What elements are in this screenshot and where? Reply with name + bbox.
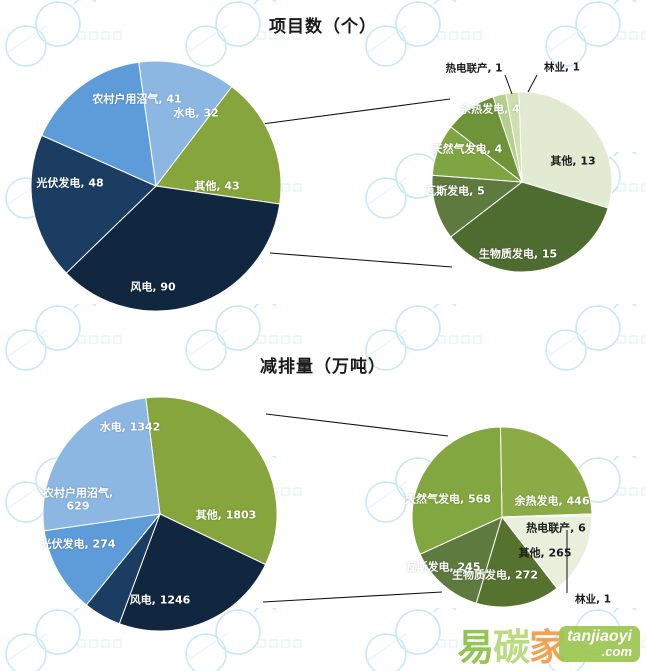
brand-domain: tanjiaoyi .com bbox=[559, 626, 640, 662]
chart-bottom-connector bbox=[265, 413, 449, 437]
chart-top-detail-slice-label: 林业, 1 bbox=[544, 61, 580, 74]
chart-top-detail-slice[interactable] bbox=[431, 174, 524, 238]
chart-top-detail-slice[interactable] bbox=[449, 181, 609, 273]
chart-top: 水电, 32 其他, 43 风电, 90 光伏发电, 48 农村户用沼气, 41 其他, … bbox=[30, 17, 613, 312]
brand-watermark: 易碳家 tanjiaoyi .com bbox=[457, 621, 640, 669]
chart-bottom-svg bbox=[42, 396, 593, 632]
brand-domain-line1: tanjiaoyi bbox=[567, 628, 632, 645]
chart-top-main-slice[interactable] bbox=[30, 134, 157, 274]
chart-bottom-detail-slice[interactable] bbox=[500, 515, 593, 589]
brand-char-1: 易 bbox=[457, 626, 494, 669]
chart-bottom-detail-slice[interactable] bbox=[419, 516, 503, 604]
chart-top-main-group bbox=[30, 60, 282, 312]
chart-top-title: 项目数（个） bbox=[269, 17, 377, 37]
chart-bottom-detail-slice[interactable] bbox=[411, 426, 503, 555]
chart-bottom-main-group bbox=[42, 396, 278, 632]
chart-top-main-slice[interactable] bbox=[65, 185, 281, 312]
chart-bottom-main-slice[interactable] bbox=[118, 513, 267, 632]
chart-top-detail-slice[interactable] bbox=[518, 91, 613, 209]
chart-top-main-slice[interactable] bbox=[41, 61, 157, 187]
brand-char-2: 碳 bbox=[493, 626, 530, 669]
chart-bottom-detail-group bbox=[411, 426, 593, 608]
chart-bottom-main-slice[interactable] bbox=[42, 397, 161, 532]
chart-top-svg bbox=[30, 60, 613, 312]
chart-top-detail-group bbox=[431, 91, 613, 273]
chart-bottom-connector bbox=[262, 591, 443, 603]
chart-bottom-main-slice[interactable] bbox=[43, 513, 162, 606]
chart-bottom-title: 减排量（万吨） bbox=[260, 357, 386, 377]
chart-top-detail-leader-line bbox=[527, 74, 538, 93]
chart-bottom-detail-slice[interactable] bbox=[499, 426, 593, 518]
chart-top-detail-slice-label: 热电联产, 1 bbox=[445, 62, 503, 75]
chart-top-connector bbox=[261, 98, 451, 125]
chart-top-detail-leader-line bbox=[504, 74, 513, 95]
chart-top-detail-slice[interactable] bbox=[505, 91, 523, 183]
chart-bottom-detail-slice[interactable] bbox=[475, 515, 558, 608]
brand-chinese: 易碳家 bbox=[457, 617, 566, 671]
brand-domain-line2: .com bbox=[601, 644, 632, 659]
chart-top-main-slice[interactable] bbox=[155, 85, 282, 205]
chart-bottom-detail-slice-label: 林业, 1 bbox=[575, 593, 611, 606]
chart-top-connector bbox=[269, 252, 453, 268]
chart-top-main-slice[interactable] bbox=[138, 60, 233, 188]
